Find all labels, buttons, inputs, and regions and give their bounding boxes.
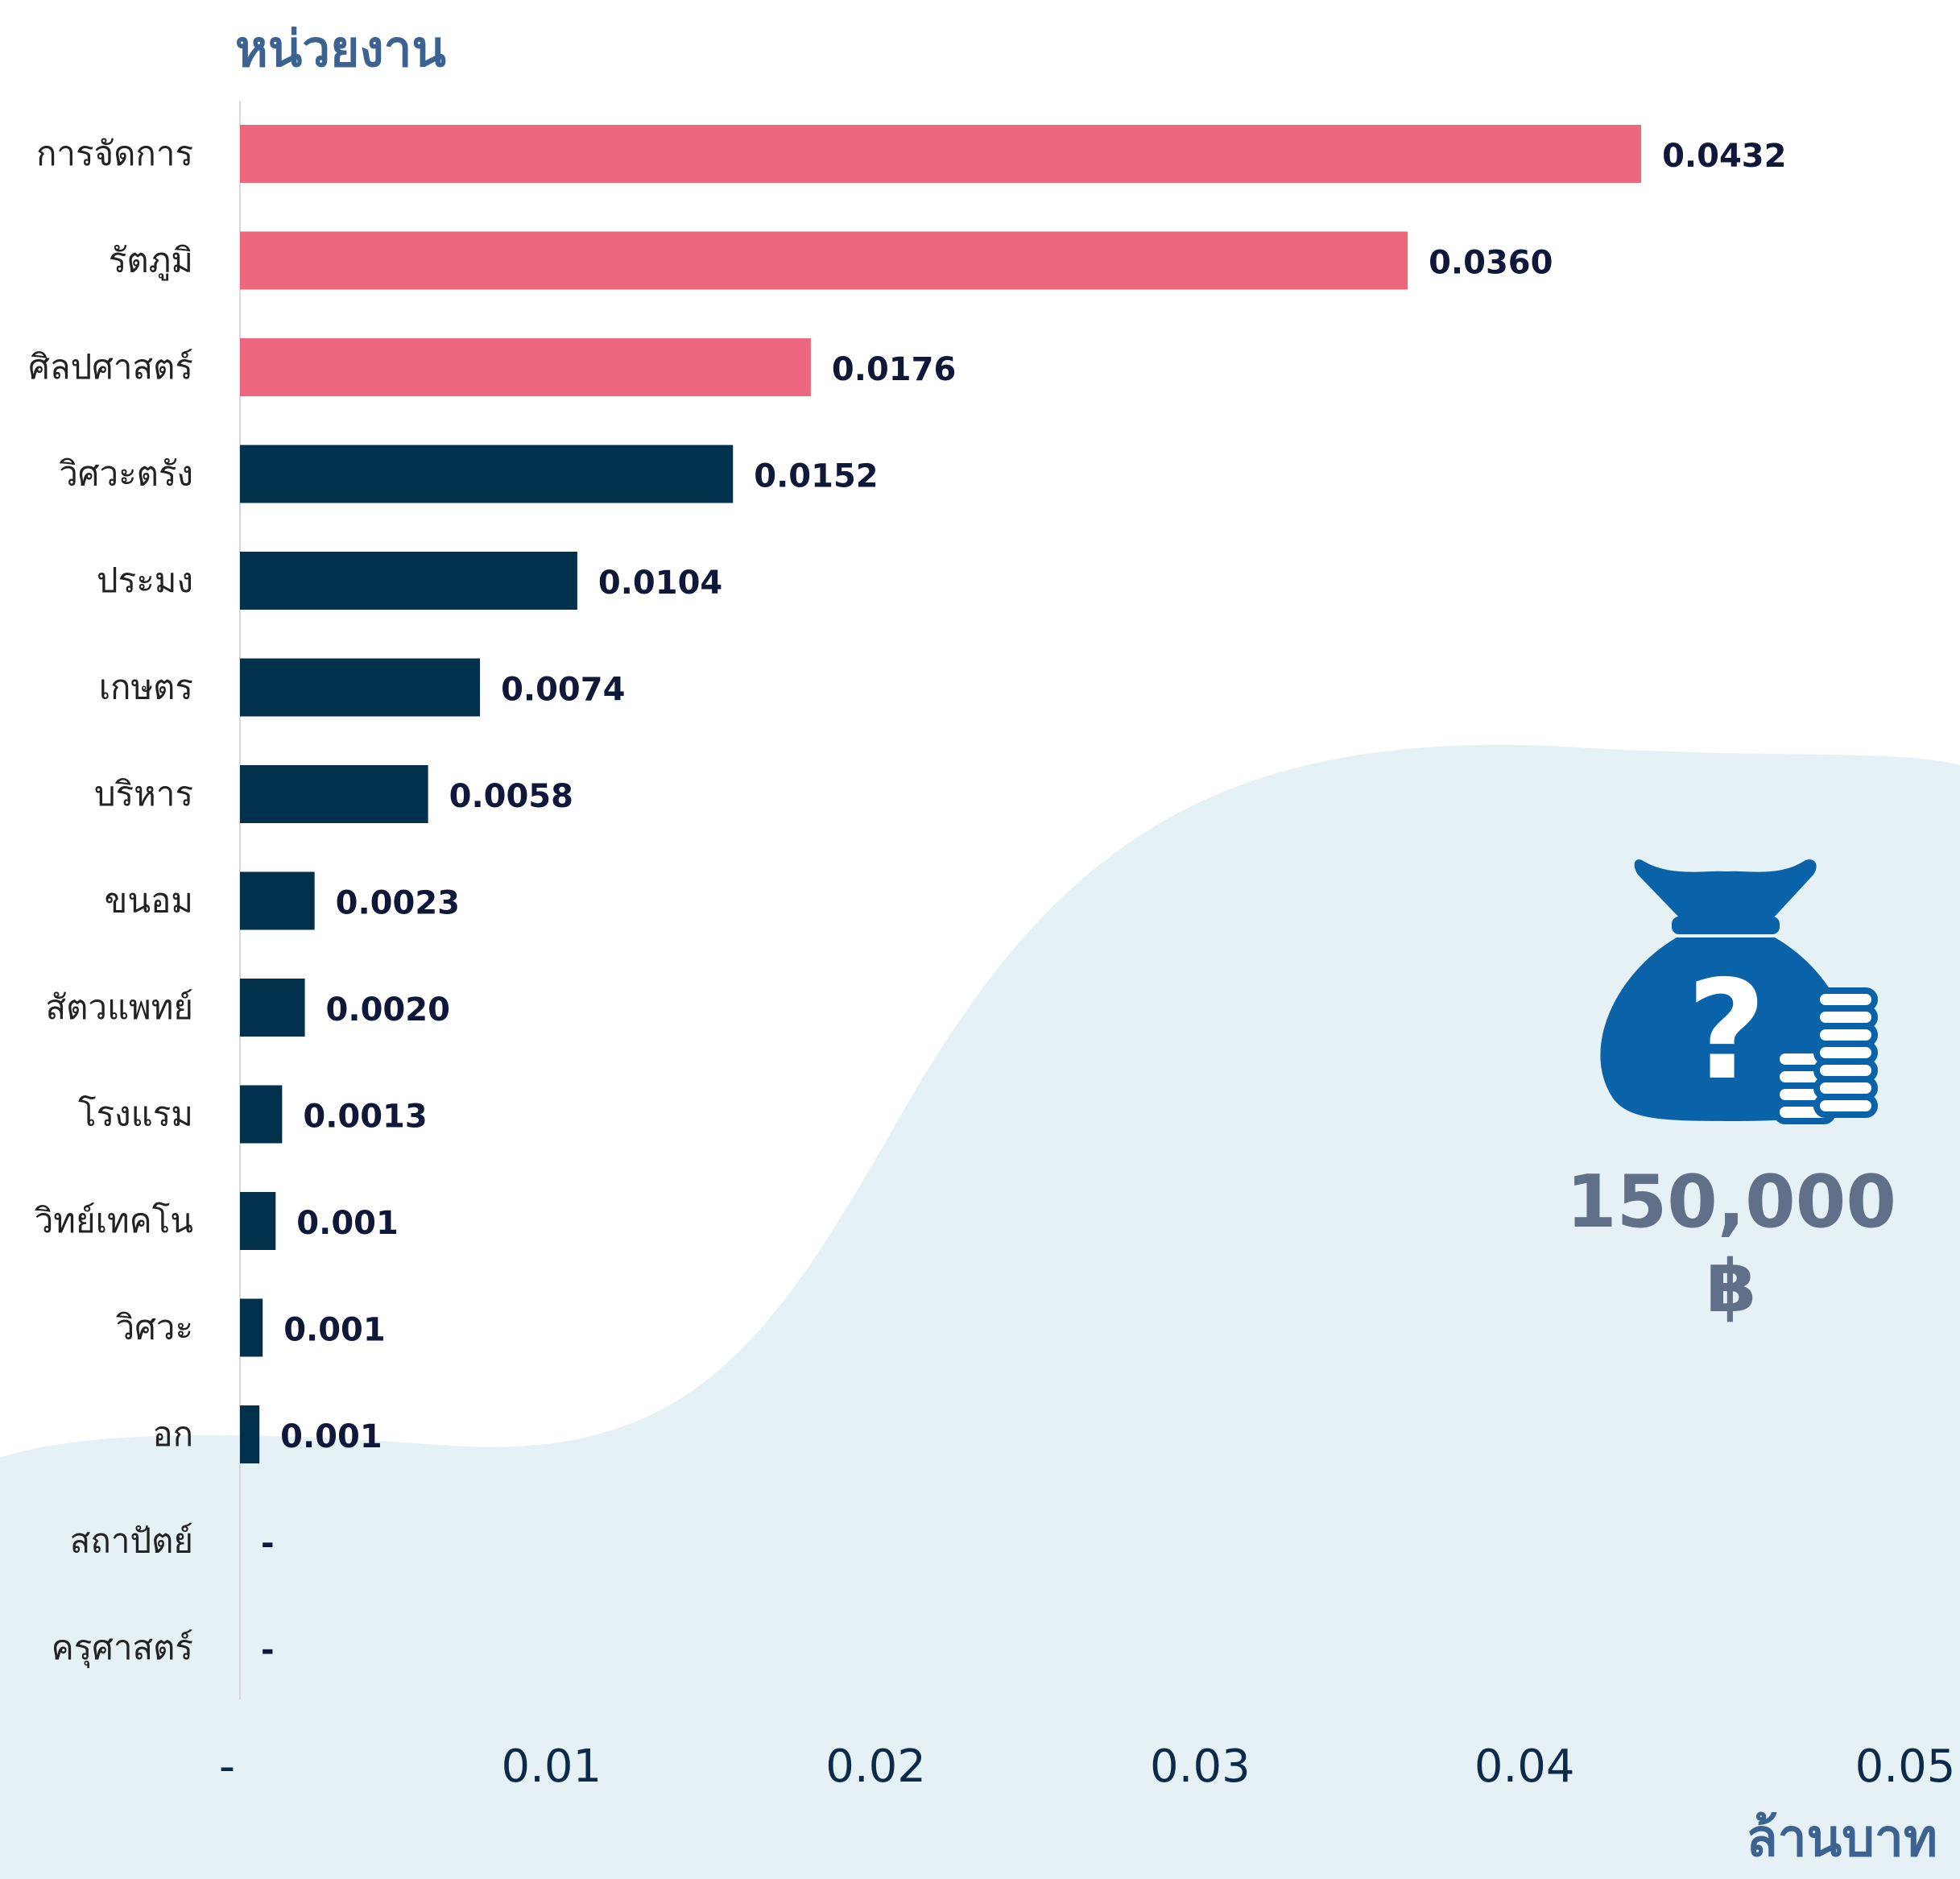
x-tick-label: 0.04 — [1474, 1740, 1575, 1793]
svg-text:?: ? — [1687, 951, 1767, 1111]
data-label: 0.001 — [283, 1312, 386, 1349]
x-tick-label: 0.05 — [1855, 1740, 1956, 1793]
budget-card: ? 150,000 ฿ — [1546, 846, 1933, 1329]
category-label: ประมง — [97, 561, 193, 600]
money-bag-question-icon: ? — [1600, 859, 1878, 1124]
x-tick-label: - — [219, 1740, 235, 1793]
category-label: วิศวะตรัง — [59, 454, 193, 494]
category-label: การจัดการ — [36, 134, 193, 173]
bar — [240, 338, 811, 396]
category-label: รัตภูมิ — [109, 241, 193, 281]
category-label: อก — [152, 1414, 193, 1454]
bar — [240, 445, 734, 503]
data-label: 0.0013 — [303, 1099, 427, 1136]
data-label: 0.0360 — [1429, 245, 1553, 282]
category-label: วิศวะ — [115, 1308, 193, 1347]
x-tick-label: 0.03 — [1150, 1740, 1251, 1793]
category-label: ศิลปศาสตร์ — [28, 347, 193, 387]
category-label: วิทย์เทคโน — [34, 1201, 193, 1240]
x-axis-title: ล้านบาท — [1746, 1809, 1937, 1869]
budget-amount: 150,000 ฿ — [1566, 1160, 1896, 1329]
x-axis-ticks: - 0.01 0.02 0.03 0.04 0.05 — [219, 1740, 1955, 1793]
y-axis-title: หน่วยงาน — [235, 19, 446, 78]
background-wave-shape — [0, 744, 1960, 1879]
x-tick-label: 0.02 — [825, 1740, 926, 1793]
bar — [240, 871, 315, 930]
data-label: 0.0104 — [598, 565, 722, 602]
data-label: 0.0058 — [449, 778, 573, 815]
data-label: 0.0023 — [336, 885, 460, 922]
data-label: 0.0074 — [501, 672, 625, 709]
data-label: - — [261, 1632, 275, 1669]
bar — [240, 552, 577, 610]
category-label: บริหาร — [94, 774, 193, 813]
bar — [240, 658, 481, 717]
bar — [240, 125, 1642, 183]
data-label: 0.001 — [280, 1418, 382, 1455]
data-label: 0.0020 — [326, 991, 450, 1028]
bars-layer: การจัดการ 0.0432 รัตภูมิ 0.0360 ศิลปศาสตร์ 0.… — [28, 125, 1786, 1669]
category-label: โรงแรม — [78, 1095, 193, 1134]
bar — [240, 979, 305, 1037]
bar — [240, 1298, 263, 1357]
category-label: สถาปัตย์ — [70, 1521, 193, 1561]
category-label: เกษตร — [99, 668, 193, 707]
bar — [240, 1405, 260, 1463]
category-label: ครุศาสตร์ — [52, 1628, 193, 1669]
data-label: 0.0152 — [754, 458, 878, 495]
bar — [240, 231, 1408, 290]
bar — [240, 1192, 276, 1250]
data-label: - — [261, 1525, 275, 1562]
data-label: 0.001 — [296, 1205, 399, 1242]
data-label: 0.0176 — [832, 351, 956, 388]
x-tick-label: 0.01 — [501, 1740, 602, 1793]
category-label: ขนอม — [105, 881, 193, 921]
bar — [240, 1085, 283, 1144]
category-label: สัตวแพทย์ — [45, 987, 193, 1027]
bar — [240, 765, 428, 823]
data-label: 0.0432 — [1662, 138, 1786, 175]
